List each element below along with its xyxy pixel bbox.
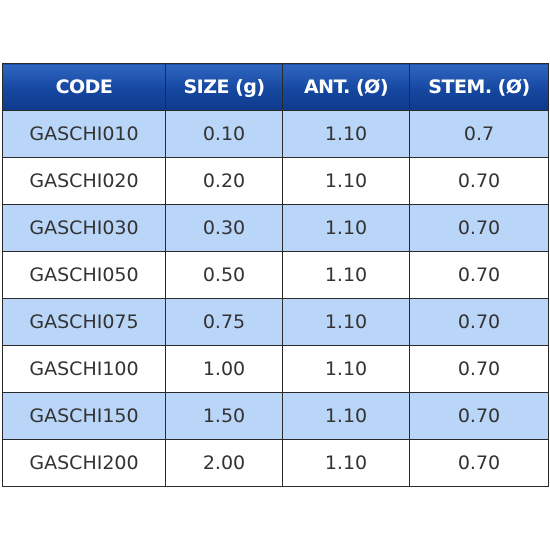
header-row: CODE SIZE (g) ANT. (Ø) STEM. (Ø) [2, 63, 549, 111]
table-cell: 0.30 [165, 204, 283, 252]
table-cell: 0.75 [165, 298, 283, 346]
header-cell: ANT. (Ø) [282, 63, 410, 111]
table-cell: GASCHI150 [2, 392, 166, 440]
table-row: GASCHI010 0.10 1.10 0.7 [2, 110, 549, 158]
table-cell: 1.10 [282, 392, 410, 440]
table: CODE SIZE (g) ANT. (Ø) STEM. (Ø) GASCHI010 0… [2, 63, 549, 487]
table-row: GASCHI200 2.00 1.10 0.70 [2, 439, 549, 487]
table-cell: 0.70 [409, 298, 549, 346]
table-cell: 0.7 [409, 110, 549, 158]
table-cell: GASCHI050 [2, 251, 166, 299]
table-cell: 1.10 [282, 439, 410, 487]
table-cell: 0.70 [409, 439, 549, 487]
header-cell: STEM. (Ø) [409, 63, 549, 111]
table-cell: 0.70 [409, 345, 549, 393]
table-row: GASCHI030 0.30 1.10 0.70 [2, 204, 549, 252]
table-cell: GASCHI010 [2, 110, 166, 158]
table-cell: 1.10 [282, 251, 410, 299]
table-cell: GASCHI075 [2, 298, 166, 346]
table-cell: GASCHI100 [2, 345, 166, 393]
table-cell: 1.00 [165, 345, 283, 393]
table-row: GASCHI050 0.50 1.10 0.70 [2, 251, 549, 299]
table-row: GASCHI020 0.20 1.10 0.70 [2, 157, 549, 205]
table-cell: 0.70 [409, 157, 549, 205]
table-cell: 0.70 [409, 251, 549, 299]
table-cell: 1.10 [282, 110, 410, 158]
table-row: GASCHI100 1.00 1.10 0.70 [2, 345, 549, 393]
header-cell: CODE [2, 63, 166, 111]
table-cell: 1.10 [282, 298, 410, 346]
table-cell: 0.20 [165, 157, 283, 205]
table-cell: 1.10 [282, 157, 410, 205]
table-body: GASCHI010 0.10 1.10 0.7 GASCHI020 0.20 1.10 0.7… [2, 110, 549, 487]
table-cell: 1.50 [165, 392, 283, 440]
table-row: GASCHI075 0.75 1.10 0.70 [2, 298, 549, 346]
table-cell: 0.10 [165, 110, 283, 158]
table-cell: GASCHI020 [2, 157, 166, 205]
table-cell: GASCHI200 [2, 439, 166, 487]
table-cell: 2.00 [165, 439, 283, 487]
table-cell: 0.50 [165, 251, 283, 299]
table-row: GASCHI150 1.50 1.10 0.70 [2, 392, 549, 440]
table-cell: 0.70 [409, 204, 549, 252]
table-cell: 1.10 [282, 204, 410, 252]
table-cell: GASCHI030 [2, 204, 166, 252]
header-cell: SIZE (g) [165, 63, 283, 111]
table-cell: 1.10 [282, 345, 410, 393]
table-cell: 0.70 [409, 392, 549, 440]
